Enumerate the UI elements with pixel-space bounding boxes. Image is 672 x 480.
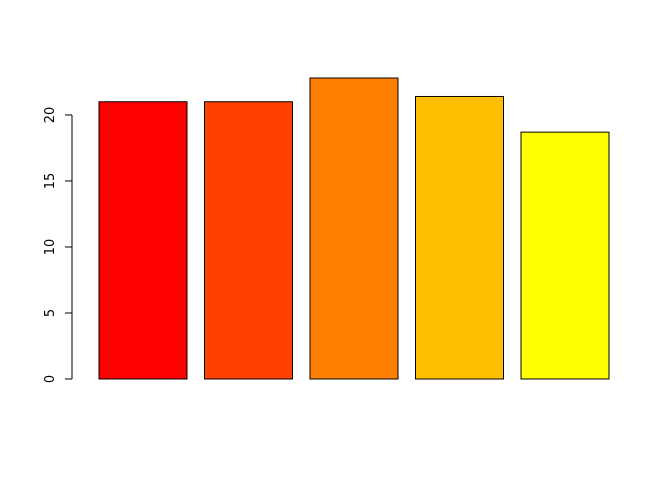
bar [204,101,293,380]
bars-group [98,77,610,380]
bar [98,101,188,380]
y-tick-label: 5 [43,309,58,317]
y-tick-label: 10 [43,239,58,256]
bar [520,131,610,380]
y-tick-label: 0 [43,375,58,383]
bar [309,77,399,380]
bar [415,95,504,380]
y-tick-label: 20 [43,107,58,124]
y-axis: 0 5 10 15 20 [43,107,73,383]
y-tick-label: 15 [43,173,58,190]
